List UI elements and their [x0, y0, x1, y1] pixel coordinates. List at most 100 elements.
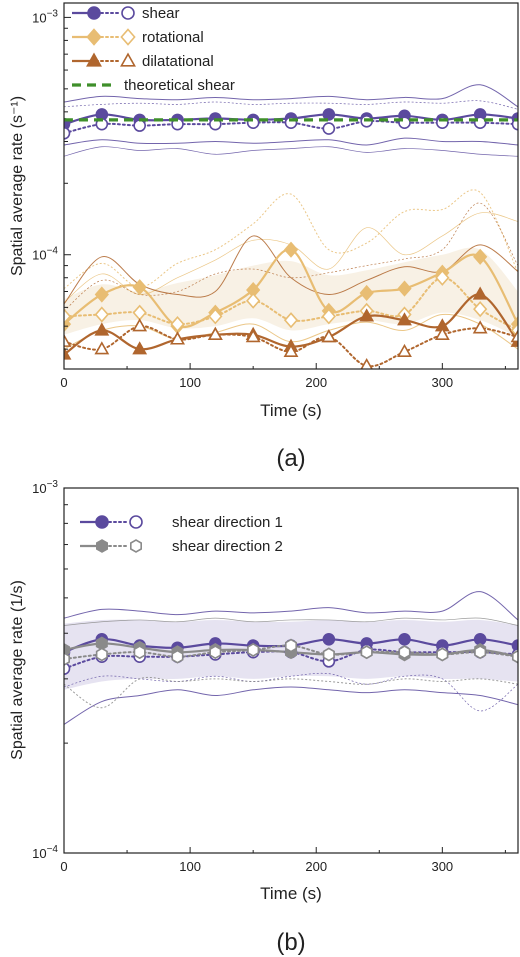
- legend-marker: [120, 28, 136, 46]
- envelope-line: [64, 591, 518, 621]
- data-point: [398, 645, 411, 660]
- data-point: [473, 301, 488, 318]
- data-point: [284, 638, 298, 653]
- legend-label: dilatational: [142, 53, 214, 70]
- envelope-line: [64, 84, 518, 108]
- data-point: [360, 645, 373, 660]
- data-point: [474, 645, 487, 660]
- legend-label: shear: [142, 5, 180, 22]
- data-point: [171, 649, 184, 664]
- data-point: [133, 645, 146, 660]
- envelope-line: [64, 146, 518, 157]
- y-tick-label: 10−3: [32, 479, 58, 496]
- data-point: [322, 647, 335, 662]
- legend-marker: [120, 52, 136, 67]
- panel-label-b: (b): [276, 929, 305, 956]
- data-point: [64, 652, 70, 666]
- data-point: [322, 633, 336, 646]
- y-tick-label: 10−4: [32, 844, 58, 861]
- data-point: [132, 341, 148, 355]
- y-axis-label-b: Spatial average rate (1/s): [9, 580, 26, 760]
- data-point: [132, 318, 148, 332]
- y-axis-label-a: Spatial average rate (s⁻¹): [9, 96, 26, 276]
- panel-label-a: (a): [276, 445, 305, 472]
- data-point: [64, 126, 71, 140]
- data-point: [245, 329, 261, 343]
- data-point: [132, 279, 147, 296]
- data-point: [94, 322, 110, 336]
- data-point: [94, 286, 109, 303]
- x-tick-label: 0: [60, 375, 67, 390]
- data-point: [208, 308, 223, 325]
- data-point: [322, 108, 336, 121]
- legend-label: theoretical shear: [124, 77, 235, 94]
- data-point: [94, 341, 110, 355]
- data-point: [398, 633, 411, 646]
- data-point: [247, 643, 260, 657]
- y-tick-label: 10−4: [32, 246, 58, 263]
- data-point: [511, 649, 518, 664]
- x-tick-label: 100: [179, 859, 201, 874]
- envelope-line: [64, 676, 518, 709]
- data-point: [283, 312, 299, 329]
- x-axis-label-a: Time (s): [260, 401, 322, 420]
- x-axis-label-b: Time (s): [260, 884, 322, 903]
- data-point: [283, 241, 299, 258]
- legend-marker: [95, 515, 109, 529]
- data-point: [360, 357, 373, 369]
- data-point: [170, 331, 185, 345]
- plot-frame: [63, 2, 519, 370]
- data-point: [64, 308, 72, 325]
- data-point: [472, 320, 488, 334]
- y-tick-label: 10−3: [32, 8, 58, 25]
- legend-marker: [121, 6, 135, 20]
- data-point: [359, 284, 374, 302]
- data-point: [95, 647, 108, 662]
- legend-marker: [86, 52, 102, 67]
- data-point: [133, 119, 146, 132]
- data-point: [94, 306, 109, 323]
- data-point: [283, 343, 299, 357]
- data-point: [397, 280, 412, 297]
- legend-marker: [129, 515, 143, 529]
- data-point: [473, 248, 488, 265]
- envelope-line: [64, 137, 518, 146]
- data-point: [435, 269, 450, 286]
- x-tick-label: 0: [60, 859, 67, 874]
- legend-marker: [87, 6, 101, 20]
- legend-a: shear rotational dilatational theoretical s…: [72, 5, 235, 94]
- data-point: [322, 122, 336, 135]
- legend-b: shear direction 1 shear direction 2: [80, 514, 283, 555]
- data-point: [510, 329, 518, 343]
- legend-label: shear direction 2: [172, 538, 283, 555]
- data-point: [207, 326, 223, 340]
- plot-frame: [63, 487, 519, 854]
- data-point: [472, 286, 488, 300]
- envelope-line: [64, 617, 518, 626]
- x-tick-label: 100: [179, 375, 201, 390]
- envelope-line: [64, 686, 518, 725]
- legend-label: shear direction 1: [172, 514, 283, 531]
- data-point: [397, 312, 412, 326]
- legend-marker: [96, 539, 108, 553]
- x-tick-label: 200: [305, 375, 327, 390]
- data-point: [170, 316, 185, 333]
- legend-label: rotational: [142, 29, 204, 46]
- x-tick-label: 300: [431, 859, 453, 874]
- legend-marker: [86, 28, 102, 46]
- x-tick-label: 200: [305, 859, 327, 874]
- data-point: [434, 326, 450, 340]
- data-point: [436, 647, 449, 662]
- data-point: [321, 329, 337, 343]
- data-point: [321, 308, 336, 325]
- data-point: [64, 662, 71, 675]
- data-point: [209, 645, 222, 660]
- x-tick-label: 300: [431, 375, 453, 390]
- chart-panel-a: 0 100 200 300 10−4 10−3 shear rotational dilata…: [9, 2, 519, 472]
- data-point: [246, 292, 261, 309]
- data-point: [397, 343, 412, 357]
- legend-marker: [130, 539, 142, 553]
- data-point: [359, 308, 375, 322]
